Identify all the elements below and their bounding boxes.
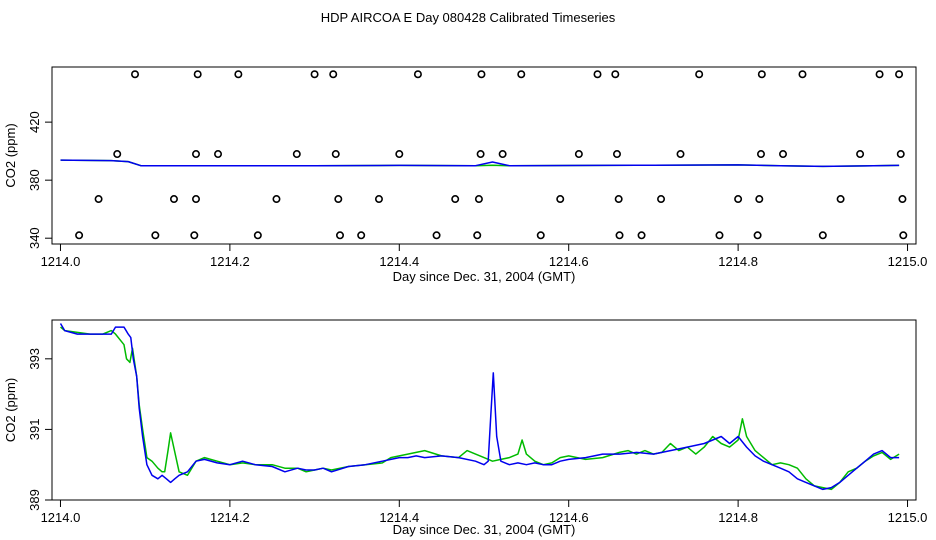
scatter-point — [331, 150, 340, 159]
scatter-point — [193, 70, 202, 79]
scatter-point — [899, 231, 908, 240]
scatter-point — [611, 70, 620, 79]
top-x-axis-label: Day since Dec. 31, 2004 (GMT) — [393, 269, 576, 284]
bottom-panel: 1214.0 1214.2 1214.4 1214.6 1214.8 1215.0 389… — [3, 319, 928, 537]
scatter-point — [614, 195, 623, 204]
scatter-point — [75, 231, 84, 240]
y-tick-label: 340 — [27, 227, 42, 249]
bottom-series-lines — [59, 323, 900, 491]
top-y-axis: 340 380 420 — [27, 111, 52, 249]
scatter-point — [474, 195, 483, 204]
scatter-point — [94, 195, 103, 204]
top-series-lines — [60, 159, 900, 168]
top-y-axis-label: CO2 (ppm) — [3, 123, 18, 187]
y-tick-label: 389 — [27, 489, 42, 511]
scatter-point — [113, 150, 122, 159]
bottom-plot-frame — [51, 319, 917, 501]
scatter-point — [756, 150, 765, 159]
scatter-point — [169, 195, 178, 204]
scatter-point — [615, 231, 624, 240]
scatter-point — [292, 150, 301, 159]
scatter-point — [734, 195, 743, 204]
bottom-y-axis-label: CO2 (ppm) — [3, 378, 18, 442]
x-tick-label: 1214.8 — [718, 254, 758, 269]
scatter-point — [413, 70, 422, 79]
scatter-point — [695, 70, 704, 79]
scatter-point — [798, 70, 807, 79]
scatter-point — [836, 195, 845, 204]
scatter-point — [253, 231, 262, 240]
scatter-point — [896, 150, 905, 159]
x-tick-label: 1214.6 — [549, 254, 589, 269]
scatter-point — [556, 195, 565, 204]
scatter-point — [192, 150, 201, 159]
scatter-point — [574, 150, 583, 159]
x-tick-label: 1214.8 — [718, 510, 758, 525]
scatter-point — [272, 195, 281, 204]
scatter-point — [676, 150, 685, 159]
scatter-point — [715, 231, 724, 240]
x-tick-label: 1214.4 — [379, 254, 419, 269]
scatter-point — [657, 195, 666, 204]
top-plot-frame — [51, 66, 917, 245]
scatter-point — [214, 150, 223, 159]
scatter-point — [757, 70, 766, 79]
scatter-point — [151, 231, 160, 240]
scatter-point — [329, 70, 338, 79]
scatter-point — [612, 150, 621, 159]
x-tick-label: 1214.2 — [210, 510, 250, 525]
scatter-point — [192, 195, 201, 204]
x-tick-label: 1214.6 — [549, 510, 589, 525]
x-tick-label: 1214.0 — [41, 510, 81, 525]
scatter-point — [451, 195, 460, 204]
x-tick-label: 1214.0 — [41, 254, 81, 269]
y-tick-label: 380 — [27, 169, 42, 191]
scatter-point — [310, 70, 319, 79]
scatter-point — [374, 195, 383, 204]
scatter-point — [753, 231, 762, 240]
y-tick-label: 420 — [27, 111, 42, 133]
scatter-point — [895, 70, 904, 79]
y-tick-label: 393 — [27, 348, 42, 370]
scatter-point — [818, 231, 827, 240]
scatter-point — [755, 195, 764, 204]
scatter-point — [593, 70, 602, 79]
scatter-point — [334, 195, 343, 204]
scatter-point — [898, 195, 907, 204]
scatter-point — [234, 70, 243, 79]
scatter-point — [517, 70, 526, 79]
scatter-point — [637, 231, 646, 240]
scatter-point — [779, 150, 788, 159]
scatter-point — [875, 70, 884, 79]
top-scatter-points — [75, 70, 908, 240]
top-x-axis: 1214.0 1214.2 1214.4 1214.6 1214.8 1215.0 — [41, 244, 928, 269]
x-tick-label: 1215.0 — [888, 254, 928, 269]
bottom-x-axis-label: Day since Dec. 31, 2004 (GMT) — [393, 522, 576, 537]
y-tick-label: 391 — [27, 419, 42, 441]
scatter-point — [357, 231, 366, 240]
figure-title: HDP AIRCOA E Day 080428 Calibrated Times… — [321, 10, 616, 25]
scatter-point — [856, 150, 865, 159]
green-series-line — [60, 326, 900, 491]
scatter-point — [131, 70, 140, 79]
scatter-point — [432, 231, 441, 240]
x-tick-label: 1215.0 — [888, 510, 928, 525]
top-panel: 1214.0 1214.2 1214.4 1214.6 1214.8 1215.0 340… — [3, 66, 928, 284]
scatter-point — [476, 150, 485, 159]
bottom-x-axis: 1214.0 1214.2 1214.4 1214.6 1214.8 1215.0 — [41, 500, 928, 525]
blue-series-line — [59, 323, 900, 491]
bottom-y-axis: 389 391 393 — [27, 348, 52, 511]
x-tick-label: 1214.4 — [379, 510, 419, 525]
scatter-point — [473, 231, 482, 240]
scatter-point — [498, 150, 507, 159]
scatter-point — [536, 231, 545, 240]
x-tick-label: 1214.2 — [210, 254, 250, 269]
scatter-point — [395, 150, 404, 159]
scatter-point — [190, 231, 199, 240]
scatter-point — [477, 70, 486, 79]
blue-series-line — [60, 159, 900, 168]
scatter-point — [335, 231, 344, 240]
